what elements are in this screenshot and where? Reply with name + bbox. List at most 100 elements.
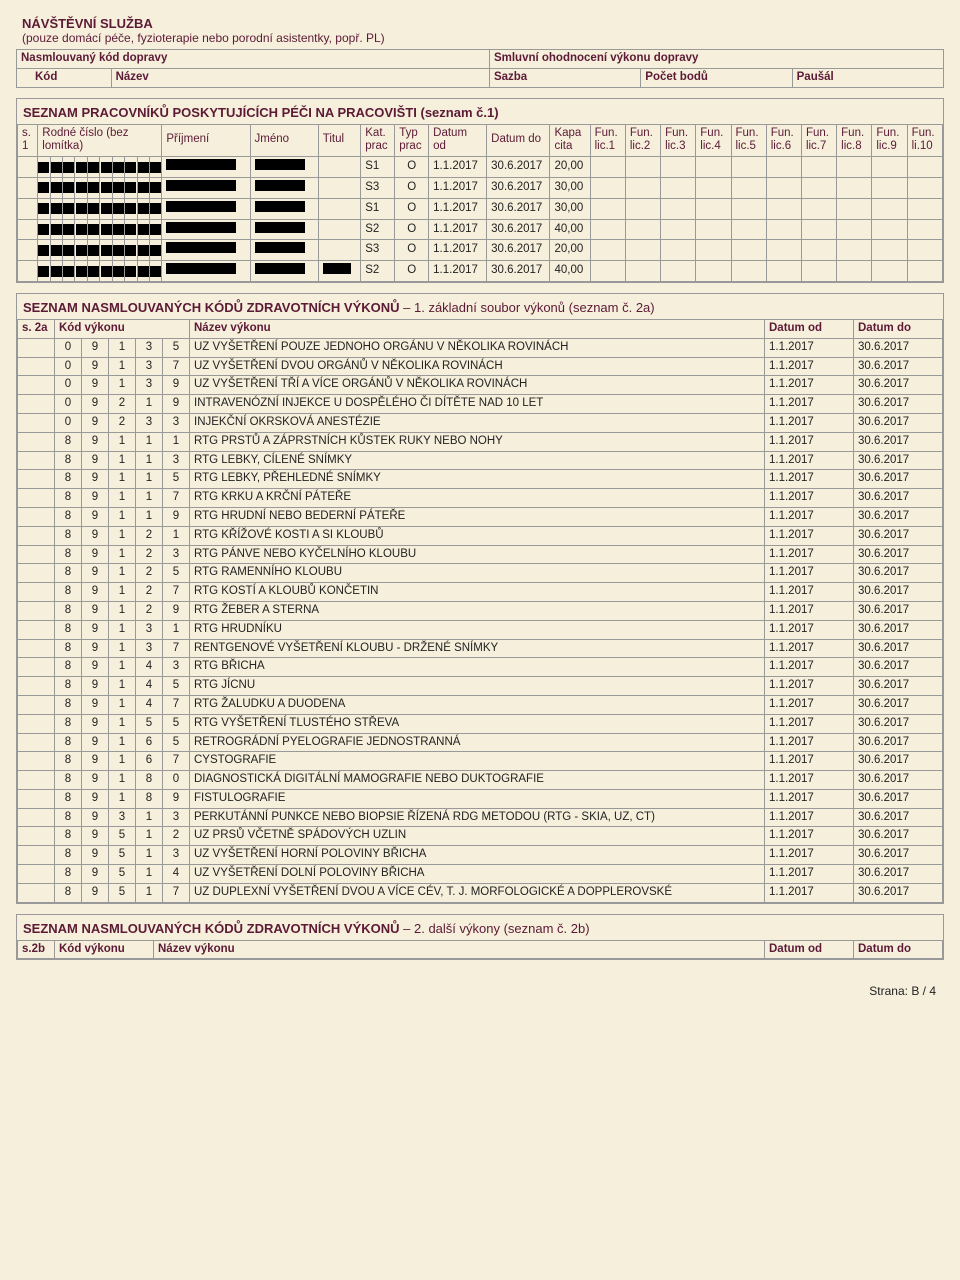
cell-do: 30.6.2017 [487, 198, 550, 219]
th-s2a: s. 2a [18, 319, 55, 338]
code-digit: 9 [82, 752, 109, 771]
code-digit: 8 [136, 789, 163, 808]
cell-fun [696, 198, 731, 219]
cell-od: 1.1.2017 [765, 865, 854, 884]
cell-fun [696, 177, 731, 198]
code-digit: 9 [82, 883, 109, 902]
code-digit: 9 [82, 601, 109, 620]
cell-fun [625, 219, 660, 240]
code-row: 89129RTG ŽEBER A STERNA1.1.201730.6.2017 [18, 601, 943, 620]
code-row: 89512UZ PRSŮ VČETNĚ SPÁDOVÝCH UZLIN1.1.2… [18, 827, 943, 846]
cell-fun [801, 157, 836, 178]
cell-kat: S3 [361, 240, 395, 261]
code-row: 09139UZ VYŠETŘENÍ TŘÍ A VÍCE ORGÁNŮ V NĚ… [18, 376, 943, 395]
code-digit: 2 [136, 583, 163, 602]
th-s2b: s.2b [18, 940, 55, 959]
code-digit: 8 [55, 883, 82, 902]
cell-s1 [18, 261, 38, 282]
cell-fun [731, 177, 766, 198]
code-digit: 8 [55, 601, 82, 620]
cell-do: 30.6.2017 [854, 714, 943, 733]
id-digit [100, 261, 112, 282]
cell-od: 1.1.2017 [765, 639, 854, 658]
cell-s2a [18, 658, 55, 677]
code-digit: 1 [109, 376, 136, 395]
code-row: 89123RTG PÁNVE NEBO KYČELNÍHO KLOUBU1.1.… [18, 545, 943, 564]
code-digit: 8 [55, 865, 82, 884]
cell-do: 30.6.2017 [854, 489, 943, 508]
cell-s2a [18, 583, 55, 602]
cell-fun [661, 157, 696, 178]
cell-s2a [18, 376, 55, 395]
cell-s2a [18, 470, 55, 489]
worker-row: S3O1.1.201730.6.201720,00 [18, 240, 943, 261]
cell-od: 1.1.2017 [765, 489, 854, 508]
cell-fun [907, 261, 942, 282]
id-digit [75, 261, 87, 282]
cell-name: UZ PRSŮ VČETNĚ SPÁDOVÝCH UZLIN [190, 827, 765, 846]
cell-s2a [18, 639, 55, 658]
code-digit: 3 [136, 376, 163, 395]
th-f9: Fun. lic.9 [872, 124, 907, 157]
code-digit: 3 [163, 808, 190, 827]
id-digit [125, 177, 137, 198]
codes2-title-bold: SEZNAM NASMLOUVANÝCH KÓDŮ ZDRAVOTNÍCH VÝ… [23, 921, 400, 936]
cell-do: 30.6.2017 [854, 846, 943, 865]
cell-od: 1.1.2017 [429, 198, 487, 219]
th-od2: Datum od [765, 940, 854, 959]
cell-fun [907, 198, 942, 219]
th-f7: Fun. lic.7 [801, 124, 836, 157]
id-digit [125, 198, 137, 219]
cell-fun [661, 240, 696, 261]
cell-s2a [18, 620, 55, 639]
cell-s1 [18, 219, 38, 240]
code-digit: 1 [136, 432, 163, 451]
code-digit: 7 [163, 489, 190, 508]
cell-firstname [250, 240, 318, 261]
cell-do: 30.6.2017 [854, 620, 943, 639]
cell-do: 30.6.2017 [854, 695, 943, 714]
cell-name: RTG PRSTŮ A ZÁPRSTNÍCH KŮSTEK RUKY NEBO … [190, 432, 765, 451]
code-digit: 5 [163, 470, 190, 489]
code-digit: 1 [109, 677, 136, 696]
id-digit [149, 219, 161, 240]
code-digit: 5 [163, 338, 190, 357]
cell-name: UZ VYŠETŘENÍ POUZE JEDNOHO ORGÁNU V NĚKO… [190, 338, 765, 357]
id-digit [75, 240, 87, 261]
code-digit: 8 [55, 470, 82, 489]
cell-do: 30.6.2017 [854, 639, 943, 658]
code-digit: 3 [109, 808, 136, 827]
code-digit: 8 [55, 451, 82, 470]
cell-do: 30.6.2017 [854, 395, 943, 414]
cell-fun [731, 261, 766, 282]
code-digit: 5 [109, 883, 136, 902]
cell-od: 1.1.2017 [765, 338, 854, 357]
cell-fun [766, 261, 801, 282]
cell-fun [590, 157, 625, 178]
cell-name: UZ DUPLEXNÍ VYŠETŘENÍ DVOU A VÍCE CÉV, T… [190, 883, 765, 902]
th-titul: Titul [318, 124, 361, 157]
cell-od: 1.1.2017 [765, 432, 854, 451]
cell-od: 1.1.2017 [765, 526, 854, 545]
code-digit: 8 [55, 545, 82, 564]
cell-s1 [18, 157, 38, 178]
th-kod: Kód [17, 68, 112, 87]
cell-fun [661, 219, 696, 240]
cell-fun [872, 240, 907, 261]
cell-do: 30.6.2017 [854, 827, 943, 846]
th-f10: Fun. li.10 [907, 124, 942, 157]
cell-surname [162, 198, 250, 219]
cell-do: 30.6.2017 [854, 432, 943, 451]
code-digit: 2 [136, 564, 163, 583]
id-digit [63, 219, 75, 240]
cell-name: RENTGENOVÉ VYŠETŘENÍ KLOUBU - DRŽENÉ SNÍ… [190, 639, 765, 658]
cell-fun [837, 198, 872, 219]
cell-surname [162, 240, 250, 261]
code-digit: 6 [136, 733, 163, 752]
cell-do: 30.6.2017 [854, 789, 943, 808]
cell-s2a [18, 357, 55, 376]
code-digit: 1 [109, 620, 136, 639]
cell-name: RTG HRUDNÍ NEBO BEDERNÍ PÁTEŘE [190, 507, 765, 526]
th-pausal: Paušál [792, 68, 943, 87]
code-digit: 1 [109, 695, 136, 714]
